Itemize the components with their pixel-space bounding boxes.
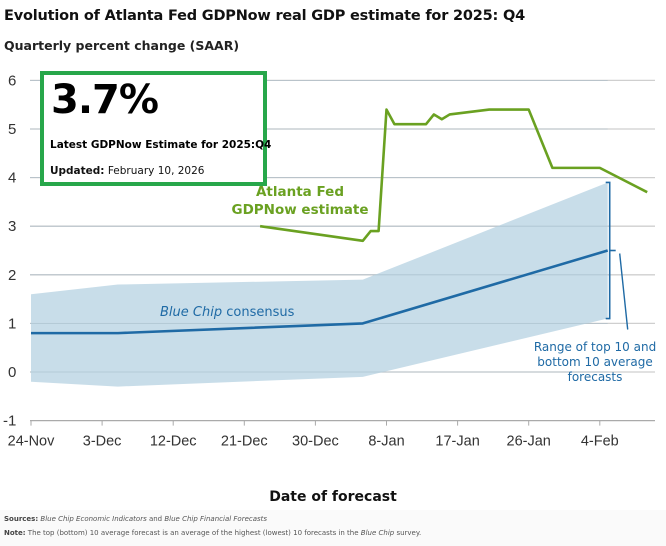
series-lines xyxy=(30,108,648,335)
sources-line: Sources: Blue Chip Economic Indicators a… xyxy=(4,515,267,523)
note-end: survey. xyxy=(394,529,422,537)
gdpnow-series-label: Atlanta Fed xyxy=(256,184,344,200)
x-tick-label: 21-Dec xyxy=(221,434,268,450)
range-band-area xyxy=(31,182,608,387)
updated-date: Updated: February 10, 2026 xyxy=(50,165,204,177)
updated-prefix: Updated: xyxy=(50,165,105,177)
x-tick-label: 3-Dec xyxy=(83,434,122,450)
bluechip-series-label: Blue Chip consensus xyxy=(160,305,295,320)
x-axis-title: Date of forecast xyxy=(269,489,397,505)
latest-estimate-callout: 3.7% Latest GDPNow Estimate for 2025:Q4 … xyxy=(40,71,271,186)
latest-estimate-value: 3.7% xyxy=(51,77,159,123)
x-axis: 24-Nov 3-Dec 12-Dec 21-Dec 30-Dec 8-Jan 17-Jan… xyxy=(8,420,655,450)
note-italic: Blue Chip xyxy=(360,529,395,537)
y-tick-label: 3 xyxy=(8,218,16,235)
updated-value: February 10, 2026 xyxy=(107,165,205,177)
range-label-line: Range of top 10 and xyxy=(534,340,656,354)
y-tick-label: 5 xyxy=(8,121,16,138)
y-axis-ticks: 6 5 4 3 2 1 0 -1 xyxy=(3,72,16,429)
note-line: Note: The top (bottom) 10 average foreca… xyxy=(4,529,421,537)
sources-prefix: Sources: xyxy=(4,515,39,523)
x-tick-label: 4-Feb xyxy=(581,434,619,450)
x-tick-label: 17-Jan xyxy=(435,434,479,450)
y-tick-label: 4 xyxy=(8,170,16,187)
latest-estimate-label: Latest GDPNow Estimate for 2025:Q4 xyxy=(50,139,272,151)
chart-subtitle: Quarterly percent change (SAAR) xyxy=(4,38,240,53)
footer: Sources: Blue Chip Economic Indicators a… xyxy=(0,510,666,546)
annotations: Atlanta Fed GDPNow estimate Blue Chip cons… xyxy=(160,181,656,384)
y-tick-label: 0 xyxy=(8,364,16,381)
y-tick-label: 6 xyxy=(8,72,16,89)
note-prefix: Note: xyxy=(4,529,26,537)
gdpnow-series-label: GDPNow estimate xyxy=(232,202,369,218)
bluechip-label-italic: Blue Chip xyxy=(160,305,222,320)
y-tick-label: 2 xyxy=(8,267,16,284)
chart-title: Evolution of Atlanta Fed GDPNow real GDP… xyxy=(4,8,526,24)
x-tick-label: 12-Dec xyxy=(150,434,197,450)
range-leader-line xyxy=(619,253,629,330)
x-tick-label: 26-Jan xyxy=(507,434,551,450)
y-tick-label: -1 xyxy=(3,413,16,430)
source-2: Blue Chip Financial Forecasts xyxy=(164,515,268,523)
range-label-line: forecasts xyxy=(568,370,623,384)
sources-mid: and xyxy=(146,515,165,523)
x-tick-label: 30-Dec xyxy=(292,434,339,450)
bluechip-consensus-line xyxy=(31,249,609,335)
range-label-line: bottom 10 average xyxy=(537,355,652,369)
note-text: The top (bottom) 10 average forecast is … xyxy=(25,529,361,537)
x-tick-label: 24-Nov xyxy=(8,434,55,450)
source-1: Blue Chip Economic Indicators xyxy=(40,515,147,523)
bluechip-label-rest: consensus xyxy=(222,305,294,320)
y-tick-label: 1 xyxy=(8,315,16,332)
x-tick-label: 8-Jan xyxy=(368,434,404,450)
